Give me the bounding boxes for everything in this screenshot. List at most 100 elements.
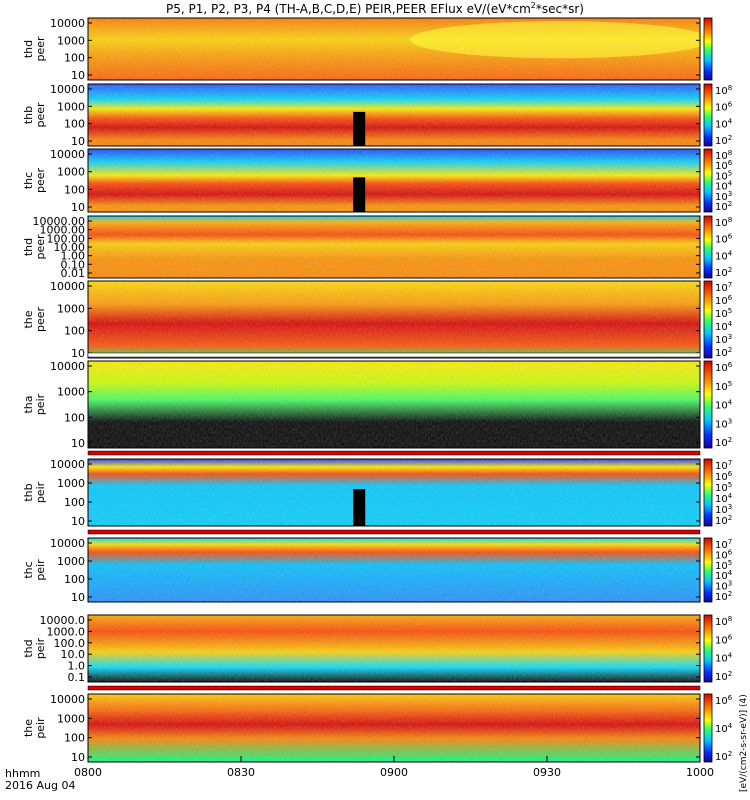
- colorbar-tick-label: 107: [715, 459, 732, 472]
- y-tick-label: 1000: [57, 100, 85, 113]
- colorbar: [703, 83, 713, 147]
- colorbar-tick-label: 104: [715, 569, 733, 582]
- colorbar-tick-label: 102: [715, 514, 732, 527]
- colorbar-tick-label: 104: [715, 722, 733, 735]
- panel-frame: [87, 148, 701, 213]
- y-tick-label: 100: [64, 183, 85, 196]
- quality-strip: [87, 450, 701, 456]
- colorbar: [703, 280, 713, 359]
- data-gap: [353, 177, 366, 212]
- time-tick-label: 0830: [227, 766, 255, 779]
- time-tick-label: 1000: [686, 766, 714, 779]
- y-tick-label: 0.10: [61, 258, 86, 271]
- colorbar-tick-label: 102: [715, 750, 732, 763]
- y-tick-label: 0.1: [68, 671, 86, 684]
- y-tick-label: 100: [64, 496, 85, 509]
- y-axis-label: tha: [22, 395, 35, 413]
- panel-frame: [87, 458, 701, 527]
- colorbar: [703, 693, 713, 763]
- y-axis-label: peer: [34, 36, 47, 62]
- panel-frame: [87, 17, 701, 81]
- y-tick-label: 1000: [57, 302, 85, 315]
- colorbar-tick-label: 102: [715, 346, 732, 359]
- y-tick-label: 1000.0: [47, 625, 86, 638]
- colorbar-tick-label: 102: [715, 266, 732, 279]
- quality-strip: [87, 529, 701, 535]
- colorbar-tick-label: 106: [715, 361, 733, 374]
- colorbar-tick-label: 105: [715, 380, 732, 393]
- colorbar-tick-label: 103: [715, 580, 732, 593]
- colorbar-tick-label: 106: [715, 159, 733, 172]
- y-axis-label: peer: [34, 234, 47, 260]
- time-tick-label: 0930: [533, 766, 561, 779]
- panel-frame: [87, 83, 701, 147]
- y-tick-label: 1000: [57, 166, 85, 179]
- colorbar-tick-label: 106: [715, 633, 733, 646]
- y-tick-label: 10: [71, 751, 85, 764]
- y-axis-label: peir: [34, 481, 47, 503]
- colorbar-tick-label: 106: [715, 470, 733, 483]
- y-axis-label: the: [22, 310, 35, 328]
- y-axis-label: peer: [34, 102, 47, 128]
- y-tick-label: 10: [71, 135, 85, 148]
- colorbar-tick-label: 104: [715, 180, 733, 193]
- colorbar-tick-label: 104: [715, 249, 733, 262]
- y-tick-label: 10000.00: [33, 215, 86, 228]
- y-tick-label: 10: [71, 515, 85, 528]
- colorbar-tick-label: 102: [715, 436, 732, 449]
- colorbar-tick-label: 108: [715, 216, 732, 229]
- y-tick-label: 0.01: [61, 267, 86, 280]
- y-tick-label: 10000.0: [40, 614, 86, 627]
- colorbar-tick-label: 102: [715, 670, 732, 683]
- colorbar-tick-label: 102: [715, 200, 732, 213]
- colorbar-tick-label: 107: [715, 538, 732, 551]
- colorbar: [703, 360, 713, 449]
- spectrogram-noise: [88, 538, 700, 602]
- y-tick-label: 10: [71, 591, 85, 604]
- figure-title: P5, P1, P2, P3, P4 (TH-A,B,C,D,E) PEIR,P…: [166, 1, 584, 16]
- spectrogram-noise: [88, 84, 700, 146]
- y-tick-label: 10000: [50, 693, 85, 706]
- panel-frame: [87, 280, 701, 359]
- y-tick-label: 10000: [50, 537, 85, 550]
- y-tick-label: 10: [71, 69, 85, 82]
- y-tick-label: 100: [64, 52, 85, 65]
- spectrogram-noise: [88, 361, 700, 448]
- colorbar-tick-label: 102: [715, 134, 732, 147]
- colorbar-tick-label: 104: [715, 117, 733, 130]
- data-gap: [353, 489, 366, 526]
- y-tick-label: 10000: [50, 17, 85, 30]
- time-axis-label-hhmm: hhmm: [5, 767, 40, 780]
- colorbar-tick-label: 104: [715, 320, 733, 333]
- colorbar-tick-label: 105: [715, 559, 732, 572]
- spectrogram-noise: [88, 694, 700, 762]
- colorbar-tick-label: 108: [715, 84, 732, 97]
- y-axis-label: peer: [34, 307, 47, 333]
- colorbar-tick-label: 103: [715, 503, 732, 516]
- y-tick-label: 1000: [57, 34, 85, 47]
- y-tick-label: 10000: [50, 83, 85, 96]
- time-tick-label: 0900: [380, 766, 408, 779]
- spectrogram-noise: [88, 459, 700, 526]
- y-tick-label: 1000: [57, 555, 85, 568]
- panel-thd-peer: 10000 1000 100 10 thd peer: [22, 17, 713, 82]
- colorbar-tick-label: 107: [715, 281, 732, 294]
- panel-frame: [87, 537, 701, 603]
- y-axis-label: thd: [22, 639, 35, 657]
- y-axis-label: the: [22, 719, 35, 737]
- y-tick-label: 1.00: [61, 250, 86, 263]
- time-axis-label-date: 2016 Aug 04: [5, 779, 75, 792]
- y-tick-label: 1000.00: [40, 224, 86, 237]
- panel-tha-peir: 10000 1000 100 10 tha peir 106 105 104 103 102: [22, 352, 733, 450]
- colorbar-tick-label: 103: [715, 417, 732, 430]
- time-tick-label: 0800: [74, 766, 102, 779]
- colorbar-tick-label: 108: [715, 149, 732, 162]
- y-axis-label: peir: [34, 559, 47, 581]
- panel-frame: [87, 360, 701, 449]
- flux-enhancement: [410, 21, 710, 59]
- y-tick-label: 10: [71, 437, 85, 450]
- colorbar-tick-label: 106: [715, 233, 733, 246]
- colorbar-tick-label: 104: [715, 652, 733, 665]
